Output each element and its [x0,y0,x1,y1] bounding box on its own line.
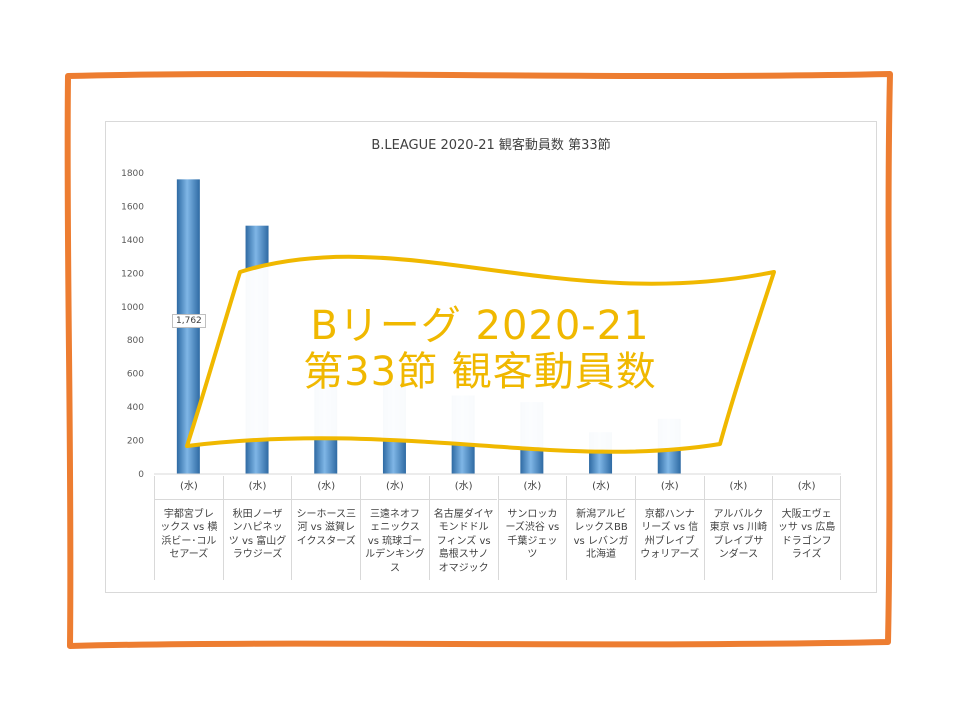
category-day: (水) [248,481,267,492]
banner-shape [185,254,776,454]
category-divider [498,498,567,500]
category-divider [223,498,292,500]
category-teams: 大阪エヴェッサ vs 広島ドラゴンフライズ [777,508,836,561]
category-teams: 京都ハンナリーズ vs 信州ブレイブウォリアーズ [640,508,700,561]
category-divider [155,498,223,500]
banner-line-1: Bリーグ 2020-21 [310,303,650,349]
category-day: (水) [660,481,679,492]
frame-border [64,71,893,649]
category-4: (水) 三遠ネオフェニックス vs 琉球ゴールデンキングス [360,476,429,580]
y-tick-label: 1600 [121,202,144,212]
category-divider [773,498,840,500]
y-tick-label: 1800 [121,169,144,179]
category-day: (水) [729,481,748,492]
chart-title: B.LEAGUE 2020-21 観客動員数 第33節 [371,138,611,153]
category-divider [635,498,704,500]
category-day: (水) [454,481,473,492]
category-7: (水) 新潟アルビレックスBB vs レバンガ北海道 [566,476,635,580]
category-divider [567,498,635,500]
category-teams: サンロッカーズ渋谷 vs 千葉ジェッツ [505,508,560,561]
category-teams: 新潟アルビレックスBB vs レバンガ北海道 [573,508,629,561]
category-divider [292,498,361,500]
category-teams: アルバルク東京 vs 川崎ブレイブサンダース [709,508,768,561]
category-day: (水) [317,481,336,492]
banner-text: Bリーグ 2020-21 第33節 観客動員数 [245,303,715,395]
category-day: (水) [386,481,404,492]
category-teams: 三遠ネオフェニックス vs 琉球ゴールデンキングス [365,508,425,574]
category-6: (水) サンロッカーズ渋谷 vs 千葉ジェッツ [497,476,567,580]
category-5: (水) 名古屋ダイヤモンドドルフィンズ vs 島根スサノオマジック [428,476,498,580]
category-10: (水) 大阪エヴェッサ vs 広島ドラゴンフライズ [772,476,841,580]
category-day: (水) [523,481,542,492]
y-tick-label: 600 [127,370,144,380]
y-tick-label: 800 [127,336,144,346]
y-axis: 0 200 400 600 800 1000 1200 1400 1600 1800 [121,169,144,480]
category-divider [361,498,429,500]
category-teams: シーホース三河 vs 滋賀レイクスターズ [296,508,356,547]
category-1: (水) 宇都宮ブレックス vs 横浜ビー･コルセアーズ [154,476,223,580]
category-8: (水) 京都ハンナリーズ vs 信州ブレイブウォリアーズ [634,476,704,580]
y-tick-label: 1200 [121,269,144,279]
category-day: (水) [592,481,610,492]
category-3: (水) シーホース三河 vs 滋賀レイクスターズ [291,476,361,580]
category-divider [704,498,773,500]
y-tick-label: 1400 [121,236,144,246]
category-divider [429,498,498,500]
data-label-1: 1,762 [172,314,206,328]
category-teams: 名古屋ダイヤモンドドルフィンズ vs 島根スサノオマジック [433,508,494,574]
y-tick-label: 400 [127,403,144,413]
y-tick-label: 0 [138,470,144,480]
banner-line-2: 第33節 観客動員数 [303,349,657,395]
category-day: (水) [797,481,816,492]
category-2: (水) 秋田ノーザンハピネッツ vs 富山グラウジーズ [222,476,292,580]
y-tick-label: 200 [127,437,144,447]
category-teams: 宇都宮ブレックス vs 横浜ビー･コルセアーズ [160,508,218,561]
category-9: (水) アルバルク東京 vs 川崎ブレイブサンダース [703,476,773,580]
category-day: (水) [179,481,198,492]
y-tick-label: 1000 [121,303,144,313]
category-teams: 秋田ノーザンハピネッツ vs 富山グラウジーズ [228,508,287,561]
